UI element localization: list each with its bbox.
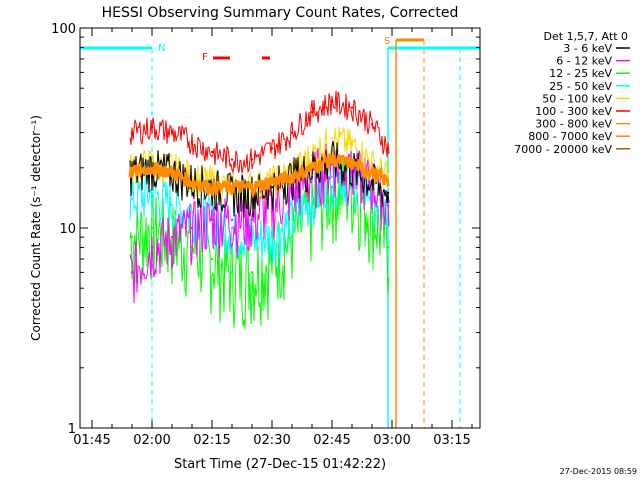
flare-label: F <box>202 52 208 63</box>
data-point <box>350 143 354 147</box>
data-point <box>290 218 294 221</box>
data-point <box>170 235 174 239</box>
data-point <box>210 218 214 221</box>
data-point <box>386 147 390 150</box>
data-point <box>290 131 294 134</box>
data-point <box>210 185 214 189</box>
legend-label: 3 - 6 keV <box>563 42 612 55</box>
data-point <box>170 171 174 174</box>
data-point <box>386 180 390 184</box>
data-point <box>270 185 274 189</box>
data-point <box>230 218 234 221</box>
data-point <box>150 226 154 230</box>
data-point <box>270 180 274 184</box>
data-point <box>170 131 174 134</box>
y-tick-label: 10 <box>59 222 76 237</box>
data-point <box>190 180 194 184</box>
night-label: N <box>158 43 165 54</box>
data-point <box>230 185 234 189</box>
x-tick-label: 02:30 <box>253 433 290 448</box>
data-point <box>130 271 134 274</box>
x-tick-label: 03:15 <box>433 433 470 448</box>
data-point <box>330 158 334 161</box>
data-point <box>150 166 154 169</box>
legend-label: 6 - 12 keV <box>556 55 612 68</box>
legend-label: 300 - 800 keV <box>535 118 612 131</box>
data-point <box>310 166 314 169</box>
data-point <box>386 204 390 207</box>
timestamp: 27-Dec-2015 08:59 <box>560 467 637 476</box>
series-line <box>129 154 390 265</box>
plot-area: N S F <box>80 36 480 428</box>
data-point <box>310 110 314 114</box>
data-point <box>370 171 374 174</box>
axes: 01:45 02:00 02:15 02:30 02:45 03:00 03:15 1 10 10… <box>51 22 480 448</box>
data-point <box>230 158 234 161</box>
y-axis-label: Corrected Count Rate (s⁻¹ detector⁻¹) <box>29 115 43 341</box>
data-point <box>270 235 274 239</box>
data-point <box>350 162 354 165</box>
series-100to300keV <box>129 90 390 174</box>
data-point <box>350 106 354 109</box>
legend-label: 800 - 7000 keV <box>528 130 612 143</box>
x-axis-label: Start Time (27-Dec-15 01:42:22) <box>174 457 386 472</box>
x-tick-label: 01:45 <box>73 433 110 448</box>
data-point <box>290 175 294 179</box>
data-point <box>190 140 194 143</box>
series-25to50keV <box>129 154 390 265</box>
data-point <box>150 125 154 129</box>
data-point <box>386 191 390 194</box>
data-point <box>130 131 134 134</box>
x-tick-label: 02:15 <box>193 433 230 448</box>
x-tick-label: 02:00 <box>133 433 170 448</box>
data-point <box>210 150 214 154</box>
data-point <box>370 210 374 214</box>
data-point <box>386 246 390 249</box>
data-point <box>250 271 254 274</box>
data-point <box>190 210 194 214</box>
data-point <box>130 197 134 200</box>
series-line <box>128 152 390 199</box>
y-tick-label: 100 <box>51 22 76 37</box>
data-point <box>150 246 154 249</box>
legend-label: 100 - 300 keV <box>535 105 612 118</box>
data-point <box>330 175 334 179</box>
series-300to800keV <box>128 152 390 199</box>
series-line <box>129 140 390 218</box>
data-point <box>150 191 154 194</box>
data-point <box>230 226 234 230</box>
legend-header: Det 1,5,7, Att 0 <box>544 30 628 43</box>
data-point <box>210 257 214 261</box>
data-point <box>270 147 274 150</box>
saa-label: S <box>384 36 390 47</box>
data-point <box>310 197 314 200</box>
data-point <box>370 123 374 126</box>
data-point <box>250 185 254 189</box>
legend-label: 12 - 25 keV <box>549 67 612 80</box>
chart-title: HESSI Observing Summary Count Rates, Cor… <box>102 5 459 21</box>
data-point <box>250 218 254 221</box>
legend-label: 50 - 100 keV <box>542 92 612 105</box>
series-line <box>129 90 390 174</box>
data-point <box>250 158 254 161</box>
y-tick-label: 1 <box>68 422 76 437</box>
data-point <box>230 271 234 274</box>
data-point <box>170 204 174 207</box>
x-tick-label: 02:45 <box>313 433 350 448</box>
plot-frame <box>79 27 481 429</box>
data-point <box>130 171 134 174</box>
data-point <box>330 185 334 189</box>
data-point <box>330 137 334 140</box>
data-point <box>290 235 294 239</box>
legend-label: 25 - 50 keV <box>549 80 612 93</box>
data-point <box>370 180 374 184</box>
data-point <box>330 100 334 103</box>
x-tick-label: 03:00 <box>373 433 410 448</box>
data-point <box>370 162 374 165</box>
data-point <box>130 235 134 239</box>
legend-label: 7000 - 20000 keV <box>514 143 612 156</box>
data-point <box>190 226 194 230</box>
